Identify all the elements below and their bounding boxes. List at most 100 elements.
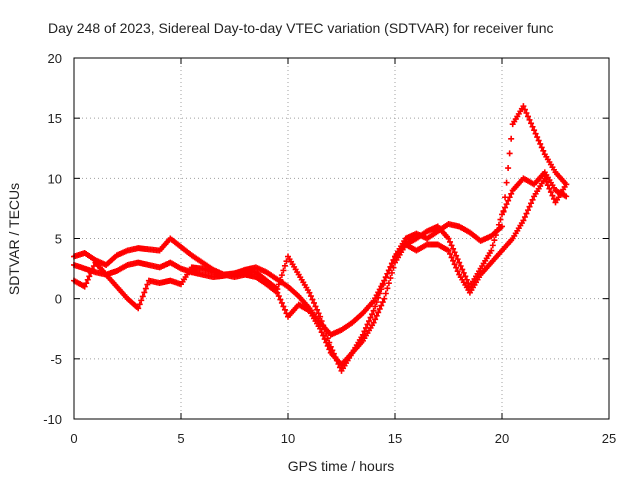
data-point <box>90 256 97 263</box>
data-point <box>503 179 510 186</box>
data-point <box>450 245 457 252</box>
y-tick-label: -10 <box>43 412 62 427</box>
data-point <box>375 309 382 316</box>
y-tick-labels: -10 -5 0 5 10 15 20 <box>43 51 62 427</box>
data-point <box>122 293 129 300</box>
data-point <box>433 241 440 248</box>
data-point <box>369 311 376 318</box>
data-point <box>550 184 557 191</box>
data-point <box>321 326 328 333</box>
data-point <box>275 293 282 300</box>
data-point <box>411 236 418 243</box>
data-point <box>176 280 183 287</box>
data-point <box>454 268 461 275</box>
y-tick-label: 5 <box>55 232 62 247</box>
data-point <box>508 135 515 142</box>
plot-area <box>71 103 570 374</box>
data-point <box>176 264 183 271</box>
x-tick-label: 10 <box>281 431 295 446</box>
data-point <box>529 123 536 130</box>
data-point <box>382 274 389 281</box>
data-point <box>505 165 512 172</box>
data-point <box>384 285 391 292</box>
data-point <box>347 351 354 358</box>
data-point <box>112 281 119 288</box>
data-point <box>101 269 108 276</box>
data-point <box>324 335 331 342</box>
data-point <box>262 280 269 287</box>
axis-ticks <box>73 57 610 420</box>
data-point <box>387 263 394 270</box>
data-point <box>142 285 149 292</box>
data-point <box>358 311 365 318</box>
data-point <box>526 116 533 123</box>
data-point <box>523 210 530 217</box>
data-point <box>486 261 493 268</box>
data-point <box>506 150 513 157</box>
data-point <box>524 207 531 214</box>
data-point <box>358 339 365 346</box>
data-point <box>451 261 458 268</box>
data-point <box>138 297 145 304</box>
data-point <box>307 293 314 300</box>
data-point <box>369 322 376 329</box>
data-point <box>422 242 429 249</box>
data-point <box>304 306 311 313</box>
y-tick-label: 10 <box>48 171 62 186</box>
data-point <box>141 289 148 296</box>
data-point <box>314 306 321 313</box>
data-point <box>453 264 460 271</box>
data-point <box>508 190 515 197</box>
y-axis-label: SDTVAR / TECUs <box>6 183 22 295</box>
data-point <box>324 342 331 349</box>
data-point <box>503 201 510 208</box>
data-point <box>489 242 496 249</box>
data-point <box>320 332 327 339</box>
data-point <box>531 127 538 134</box>
data-point <box>379 281 386 288</box>
data-point <box>86 273 93 280</box>
data-point <box>491 237 498 244</box>
data-point <box>367 314 374 321</box>
data-point <box>275 281 282 288</box>
data-point <box>401 244 408 251</box>
data-point <box>495 221 502 228</box>
data-point <box>388 269 395 276</box>
data-point <box>521 106 528 113</box>
data-point <box>505 197 512 204</box>
data-point <box>456 259 463 266</box>
data-point <box>387 275 394 282</box>
data-point <box>280 303 287 310</box>
y-tick-label: 20 <box>48 51 62 66</box>
data-point <box>443 246 450 253</box>
x-tick-label: 25 <box>602 431 616 446</box>
data-point <box>422 229 429 236</box>
data-point <box>112 253 119 260</box>
data-point <box>372 316 379 323</box>
data-point <box>535 137 542 144</box>
data-point <box>136 301 143 308</box>
data-point <box>476 274 483 281</box>
data-point <box>277 276 284 283</box>
data-point <box>544 182 551 189</box>
data-point <box>381 295 388 302</box>
data-point <box>453 252 460 259</box>
x-tick-label: 15 <box>388 431 402 446</box>
data-point <box>494 226 501 233</box>
series-track-c <box>71 175 570 368</box>
data-point <box>508 237 515 244</box>
data-point <box>492 232 499 239</box>
data-point <box>80 282 87 289</box>
data-point <box>87 269 94 276</box>
data-point <box>390 264 397 271</box>
data-point <box>454 256 461 263</box>
data-point <box>401 238 408 245</box>
data-point <box>448 242 455 249</box>
data-point <box>529 180 536 187</box>
data-point <box>364 321 371 328</box>
data-point <box>321 336 328 343</box>
data-point <box>326 346 333 353</box>
data-point <box>497 216 504 223</box>
data-point <box>83 280 90 287</box>
data-point <box>506 194 513 201</box>
